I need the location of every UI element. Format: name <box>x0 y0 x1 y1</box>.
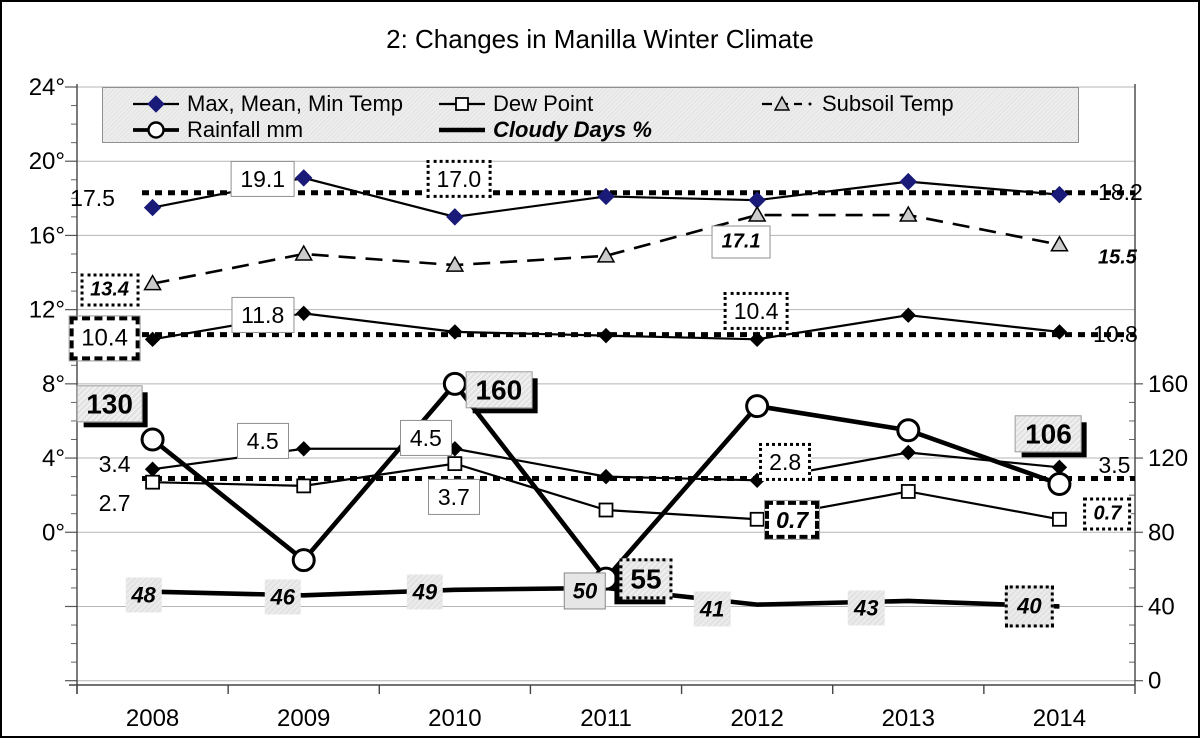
data-point-rainfall-mm <box>896 418 921 443</box>
legend-item-cloudy-days: Cloudy Days % <box>439 117 652 143</box>
data-point-dew-point <box>598 502 614 518</box>
right-axis-tick-label: 160 <box>1148 371 1188 398</box>
right-axis-tick-label: 120 <box>1148 445 1188 472</box>
x-axis-category-label: 2008 <box>126 705 179 732</box>
data-point-min-temp <box>749 472 765 489</box>
legend-item-max-mean-min-temp: Max, Mean, Min Temp <box>133 91 403 117</box>
thick-solid-line-icon <box>439 127 485 133</box>
legend-item-rainfall: Rainfall mm <box>133 117 303 143</box>
data-point-dew-point <box>1052 511 1067 527</box>
data-point-dew-point <box>749 511 765 527</box>
x-axis-category-label: 2011 <box>580 705 632 732</box>
data-point-mean-temp <box>144 331 161 348</box>
data-point-rainfall-mm <box>442 371 467 396</box>
data-point-mean-temp <box>598 327 614 344</box>
data-point-rainfall-mm <box>140 427 165 452</box>
data-point-dew-point <box>296 478 312 494</box>
white-circle-thick-line-icon <box>133 121 179 139</box>
x-axis-category-label: 2010 <box>428 705 481 732</box>
data-point-subsoil-temp <box>294 244 314 261</box>
left-axis-tick-label: 12° <box>29 297 65 324</box>
data-point-dew-point <box>145 474 160 490</box>
left-axis-tick-label: 8° <box>42 371 65 398</box>
data-point-max-temp <box>1050 185 1069 204</box>
legend-label: Subsoil Temp <box>822 91 954 116</box>
data-point-rainfall-mm <box>1047 472 1072 497</box>
data-point-subsoil-temp <box>1050 235 1069 252</box>
legend-item-subsoil-temp: Subsoil Temp <box>762 91 954 117</box>
data-point-subsoil-temp <box>747 205 767 222</box>
data-point-subsoil-temp <box>898 205 918 222</box>
left-axis-tick-label: 20° <box>29 148 65 175</box>
data-point-mean-temp <box>900 307 916 323</box>
right-axis-tick-label: 80 <box>1148 519 1175 546</box>
data-point-rainfall-mm <box>594 566 618 591</box>
data-point-mean-temp <box>749 331 765 348</box>
white-square-line-icon <box>439 97 485 111</box>
data-point-max-temp <box>143 198 162 217</box>
legend-label: Cloudy Days % <box>493 117 652 142</box>
left-axis-tick-label: 24° <box>29 74 65 101</box>
x-axis-category-label: 2012 <box>730 705 783 732</box>
grey-triangle-dashed-line-icon <box>762 95 812 111</box>
data-point-subsoil-temp <box>143 274 162 291</box>
data-point-mean-temp <box>296 305 312 322</box>
data-point-dew-point <box>900 484 916 499</box>
legend-label: Max, Mean, Min Temp <box>187 91 404 116</box>
data-point-min-temp <box>598 468 614 485</box>
data-point-dew-point <box>447 456 463 472</box>
series-line-cloudy-days- <box>152 585 1060 609</box>
data-point-max-temp <box>597 187 615 206</box>
data-point-max-temp <box>446 208 464 226</box>
data-point-min-temp <box>296 441 312 457</box>
x-axis-category-label: 2009 <box>277 705 330 732</box>
data-point-mean-temp <box>447 324 463 340</box>
right-axis-tick-label: 40 <box>1148 593 1175 620</box>
data-point-subsoil-temp <box>596 246 616 263</box>
data-point-rainfall-mm <box>745 394 770 419</box>
data-point-min-temp <box>144 461 161 477</box>
data-point-max-temp <box>899 172 917 191</box>
right-axis-tick-label: 0 <box>1148 668 1161 695</box>
left-axis-tick-label: 0° <box>42 519 65 546</box>
data-point-subsoil-temp <box>445 255 465 272</box>
data-point-rainfall-mm <box>291 548 316 573</box>
data-point-max-temp <box>295 169 313 187</box>
data-point-min-temp <box>447 441 463 457</box>
legend-label: Dew Point <box>493 91 594 116</box>
left-axis-tick-label: 4° <box>42 445 65 472</box>
data-point-mean-temp <box>1051 324 1068 340</box>
x-axis-category-label: 2014 <box>1033 705 1086 732</box>
navy-diamond-line-icon <box>133 95 179 113</box>
legend-label: Rainfall mm <box>187 117 304 142</box>
x-axis-category-label: 2013 <box>882 705 935 732</box>
left-axis-tick-label: 16° <box>29 222 65 249</box>
data-point-min-temp <box>900 444 916 461</box>
chart-title: 2: Changes in Manilla Winter Climate <box>386 24 814 54</box>
legend: Max, Mean, Min Temp Dew Point Subsoil Te… <box>102 87 1079 143</box>
legend-item-dew-point: Dew Point <box>439 91 593 117</box>
